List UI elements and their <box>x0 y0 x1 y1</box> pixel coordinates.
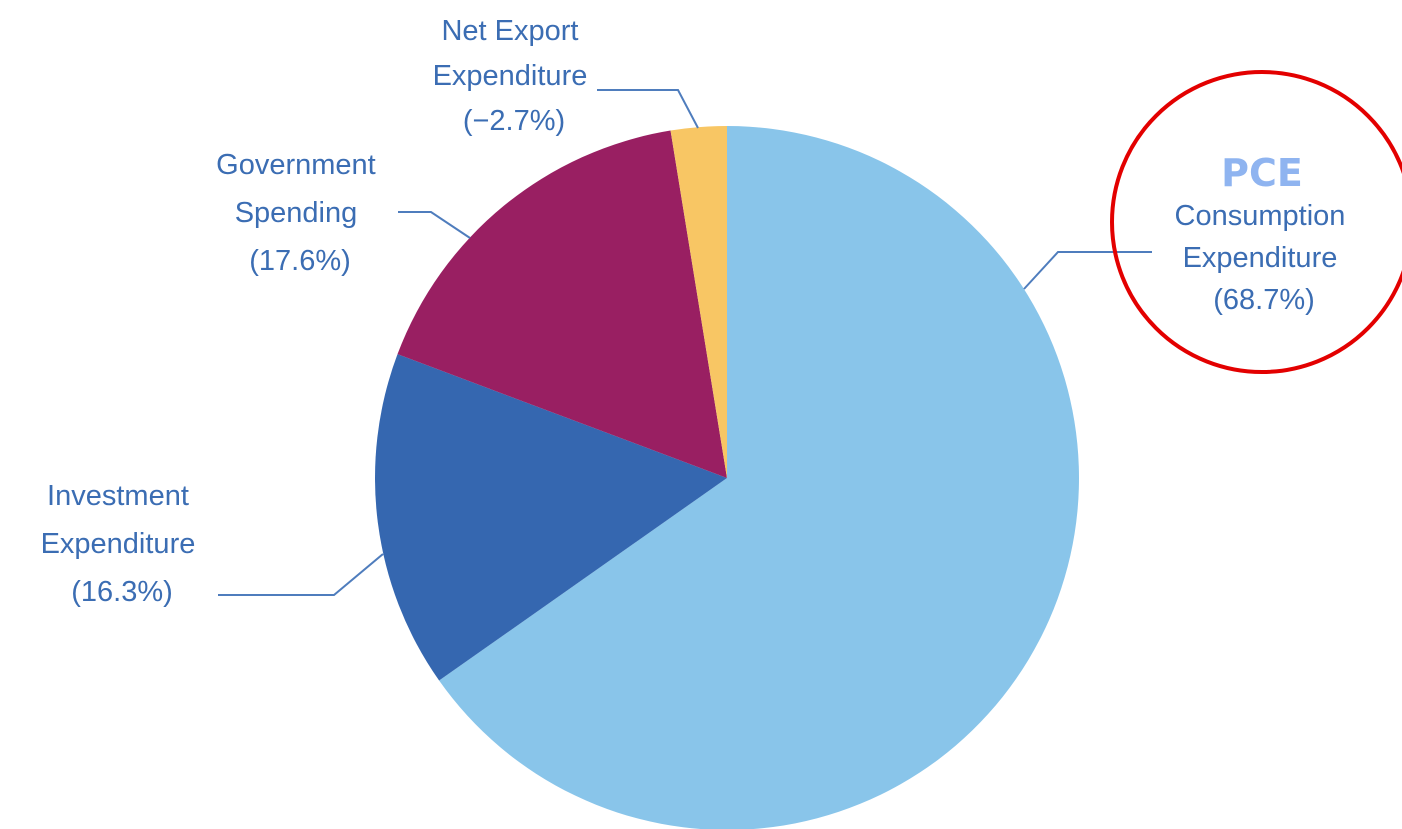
consumption-label-line-3: (68.7%) <box>1213 284 1315 316</box>
slice-label-consumption: Consumption Expenditure (68.7%) <box>1175 200 1354 316</box>
annotation-circle <box>1110 70 1402 374</box>
consumption-label-line-1: Consumption <box>1175 200 1346 232</box>
government-label-line-1: Government <box>216 149 376 181</box>
investment-label-line-2: Expenditure <box>41 528 196 560</box>
slice-label-government: Government Spending (17.6%) <box>216 149 384 277</box>
government-label-line-3: (17.6%) <box>249 245 351 277</box>
consumption-label-line-2: Expenditure <box>1183 242 1338 274</box>
government-label-line-2: Spending <box>235 197 358 229</box>
slice-label-net-export: Net Export Expenditure (−2.7%) <box>433 15 596 137</box>
leader-line-government <box>398 211 471 239</box>
slice-investment <box>375 354 727 681</box>
net-export-label-line-3: (−2.7%) <box>463 105 565 137</box>
investment-label-line-1: Investment <box>47 480 189 512</box>
leader-line-investment <box>218 553 384 596</box>
net-export-label-line-2: Expenditure <box>433 60 588 92</box>
leader-line-net-export <box>597 89 699 129</box>
investment-label-line-3: (16.3%) <box>71 576 173 608</box>
annotation-pce-text: PCE <box>1221 151 1303 195</box>
slice-government <box>397 130 727 479</box>
pie-slices <box>375 126 1079 829</box>
slice-consumption <box>439 126 1079 829</box>
slice-label-investment: Investment Expenditure (16.3%) <box>41 480 204 608</box>
leader-line-consumption <box>1023 251 1152 290</box>
net-export-label-line-1: Net Export <box>441 15 578 47</box>
slice-net-export <box>670 126 727 478</box>
